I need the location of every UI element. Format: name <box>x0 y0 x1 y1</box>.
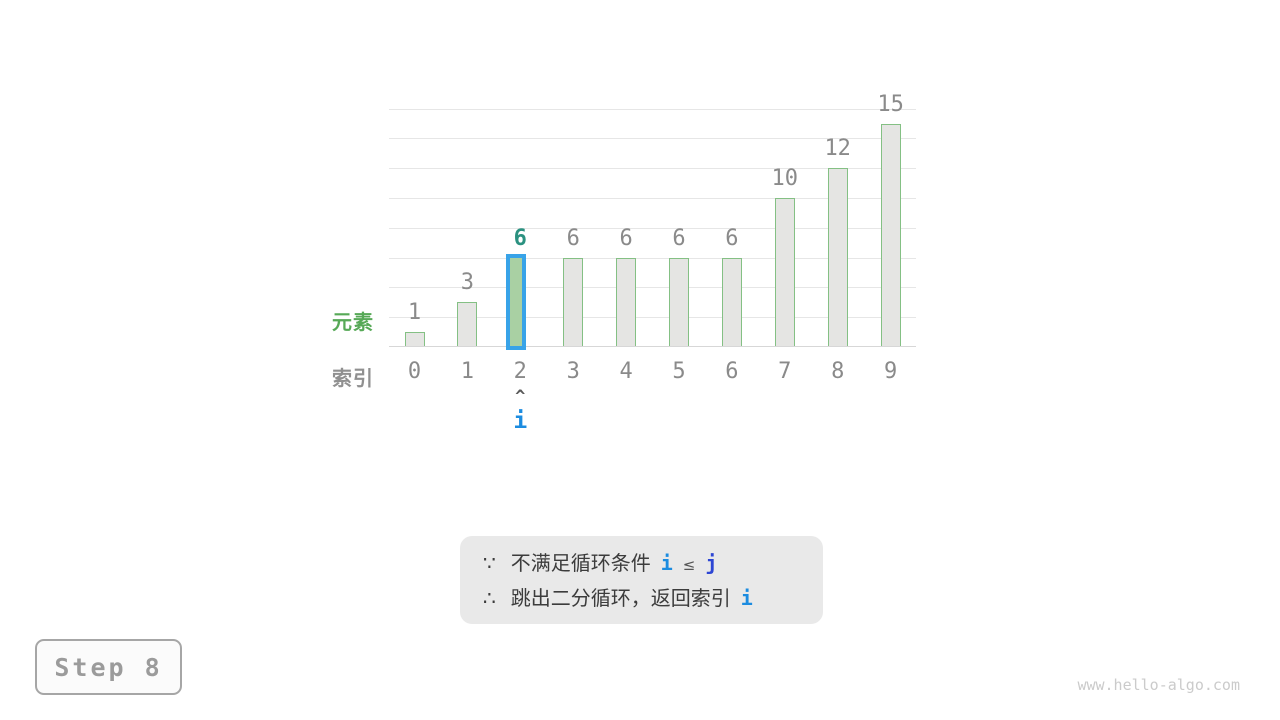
bar <box>880 123 901 347</box>
gridline <box>389 317 916 319</box>
bar <box>563 257 584 347</box>
variable-j: j <box>705 551 718 575</box>
bar <box>616 257 637 347</box>
gridline <box>389 257 916 259</box>
note-line-1-text: 不满足循环条件 <box>510 551 651 575</box>
gridline <box>389 168 916 170</box>
bar <box>457 302 478 347</box>
bar <box>827 168 848 347</box>
bar-chart-plot-area: 1 3 6 6 6 6 6 10 12 15 <box>389 93 916 350</box>
variable-i: i <box>660 551 673 575</box>
gridline <box>389 227 916 229</box>
index-label: 9 <box>883 359 898 384</box>
x-axis-label: 索引 <box>332 366 374 390</box>
index-label: 6 <box>725 359 739 384</box>
bar-value-label: 6 <box>672 225 686 251</box>
variable-i: i <box>740 586 753 610</box>
index-label: 3 <box>566 359 580 384</box>
bar-value-label: 3 <box>460 270 475 296</box>
index-label: 4 <box>619 359 633 384</box>
x-axis-line <box>389 346 916 347</box>
less-equal-operator: ≤ <box>682 556 696 574</box>
bar <box>404 332 425 347</box>
because-symbol: ∵ <box>483 551 496 575</box>
y-axis-label: 元素 <box>332 310 374 334</box>
gridline <box>389 287 916 289</box>
bar-value-label: 12 <box>824 136 851 162</box>
index-label: 2 <box>513 359 527 384</box>
bar <box>721 257 742 347</box>
note-line-2: ∴ 跳出二分循环，返回索引 i <box>483 585 823 612</box>
bar-value-label: 1 <box>407 300 422 326</box>
note-box: ∵ 不满足循环条件 i ≤ j ∴ 跳出二分循环，返回索引 i <box>460 536 823 624</box>
step-badge: Step 8 <box>35 639 182 695</box>
pointer-i-label: i <box>513 408 528 434</box>
step-badge-label: Step 8 <box>54 652 163 682</box>
index-label: 0 <box>407 359 422 384</box>
index-label: 5 <box>672 359 686 384</box>
gridline <box>389 138 916 140</box>
therefore-symbol: ∴ <box>483 586 496 610</box>
bar-value-label: 6 <box>725 225 739 251</box>
caret-up-icon: ^ <box>515 387 526 407</box>
bar-value-label: 10 <box>771 166 799 191</box>
bar-value-label: 15 <box>877 91 904 117</box>
index-label: 8 <box>831 359 845 384</box>
bar <box>774 198 795 347</box>
watermark: www.hello-algo.com <box>1077 676 1240 694</box>
bar-highlighted <box>506 253 527 350</box>
bar-value-label: 6 <box>566 225 580 251</box>
index-label: 7 <box>778 359 792 384</box>
note-line-2-text: 跳出二分循环，返回索引 <box>510 586 731 610</box>
note-line-1: ∵ 不满足循环条件 i ≤ j <box>483 550 823 579</box>
bar <box>669 257 689 347</box>
bar-value-label-highlighted: 6 <box>513 225 527 251</box>
bar-value-label: 6 <box>619 225 633 251</box>
gridline <box>389 198 916 199</box>
index-tick-row: 0 1 2 3 4 5 6 7 8 9 <box>389 360 916 386</box>
gridline <box>389 108 916 110</box>
pointer-i: ^ i <box>490 387 550 434</box>
index-label: 1 <box>460 359 475 384</box>
